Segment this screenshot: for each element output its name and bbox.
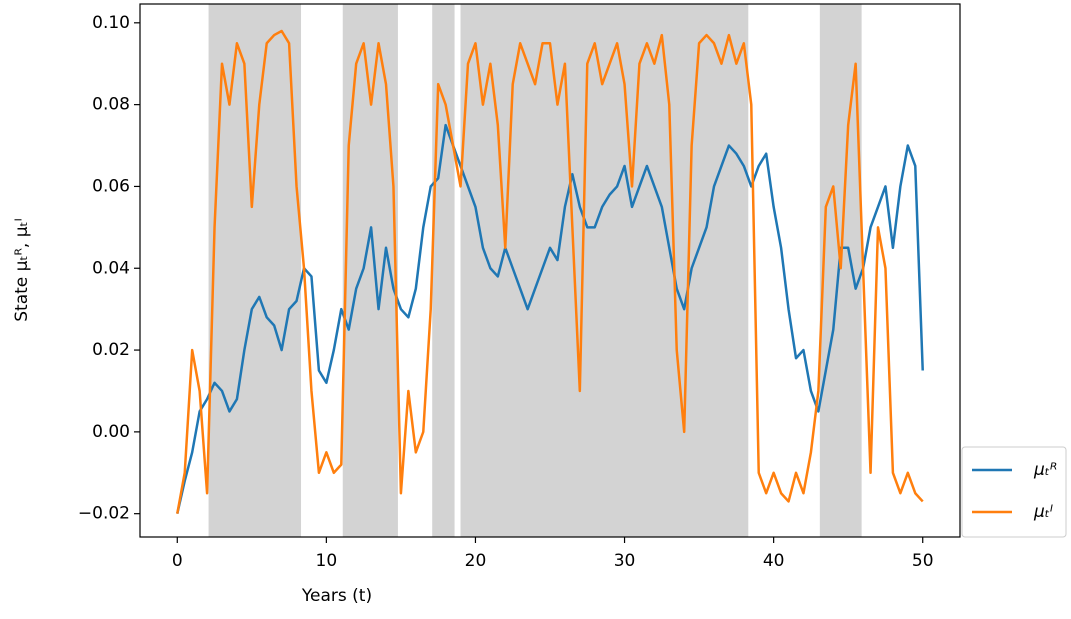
- x-axis-label: Years (t): [301, 586, 372, 606]
- x-tick-label: 10: [316, 551, 338, 571]
- x-tick-label: 50: [912, 551, 934, 571]
- x-tick-label: 0: [172, 551, 183, 571]
- x-tick-label: 30: [614, 551, 636, 571]
- x-tick-label: 20: [465, 551, 487, 571]
- shaded-region: [432, 4, 455, 537]
- series-line: [176, 123, 924, 514]
- y-tick-label: 0.04: [92, 258, 130, 278]
- y-tick-label: 0.08: [92, 95, 130, 115]
- plot-frame: [139, 3, 961, 538]
- y-tick-label: 0.10: [92, 13, 130, 33]
- shaded-region: [460, 4, 749, 537]
- shaded-region: [208, 4, 302, 537]
- y-tick-label: 0.00: [92, 422, 130, 442]
- shaded-region: [819, 4, 862, 537]
- y-tick-label: −0.02: [78, 504, 130, 524]
- legend-label: μₜᴿ: [1033, 460, 1057, 480]
- x-tick-label: 40: [763, 551, 785, 571]
- y-tick-label: 0.06: [92, 176, 130, 196]
- y-axis-label: State μₜᴿ, μₜᴵ: [12, 218, 32, 321]
- y-tick-label: 0.02: [92, 340, 130, 360]
- series-line: [176, 29, 924, 514]
- legend-label: μₜᴵ: [1033, 502, 1053, 522]
